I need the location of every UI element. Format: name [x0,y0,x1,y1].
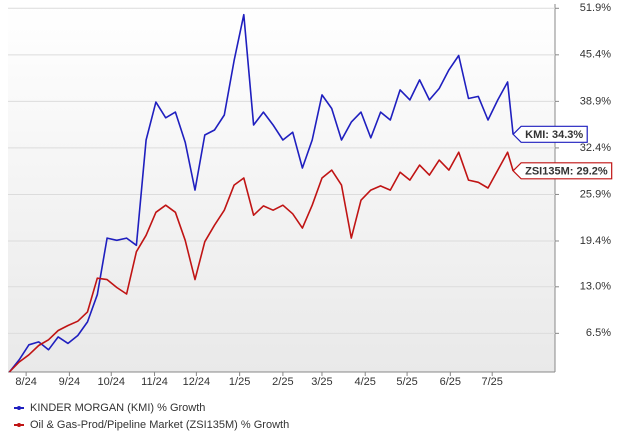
x-tick-label: 7/25 [481,376,502,388]
y-tick-label: 25.9% [580,188,611,200]
series-line [8,13,514,373]
y-tick-label: 32.4% [580,142,611,154]
y-tick-label: 13.0% [580,281,611,293]
legend-label: Oil & Gas-Prod/Pipeline Market (ZSI135M)… [30,419,289,431]
x-tick-label: 3/25 [311,376,332,388]
x-tick-label: 5/25 [396,376,417,388]
end-label-box [512,162,613,180]
y-tick-label: 51.9% [580,2,611,14]
x-tick-label: 2/25 [272,376,293,388]
x-tick-label: 8/24 [15,376,36,388]
x-tick-label: 6/25 [440,376,461,388]
y-tick-label: 19.4% [580,235,611,247]
end-label-text: KMI: 34.3% [525,129,583,141]
legend-dot [17,406,21,410]
x-tick-label: 1/25 [229,376,250,388]
x-tick-label: 9/24 [59,376,80,388]
end-label: ZSI135M: 29.2% [512,162,613,180]
end-label-text: ZSI135M: 29.2% [525,166,608,178]
y-tick-label: 45.4% [580,49,611,61]
x-tick-label: 11/24 [141,376,168,388]
y-tick-label: 6.5% [586,327,611,339]
y-tick-label: 38.9% [580,95,611,107]
end-label-box [512,125,588,143]
x-tick-label: 10/24 [97,376,125,388]
legend-label: KINDER MORGAN (KMI) % Growth [30,402,205,414]
plot-background [8,4,555,372]
legend-dot [17,423,21,427]
end-label: KMI: 34.3% [512,125,588,143]
x-tick-label: 12/24 [183,376,211,388]
series-line [8,151,514,373]
x-tick-label: 4/25 [355,376,376,388]
